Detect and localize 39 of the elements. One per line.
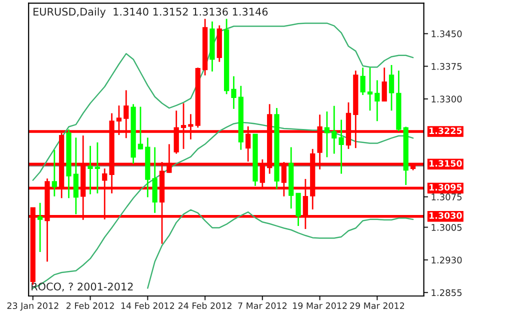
candlestick — [73, 136, 79, 215]
x-tick-label: 19 Mar 2012 — [293, 302, 347, 310]
y-tick-label: 1.2930 — [432, 256, 462, 264]
candlestick — [324, 110, 330, 158]
candlestick — [94, 142, 100, 194]
candlestick — [88, 145, 93, 195]
chart-title: EURUSD,Daily 1.3140 1.3152 1.3136 1.3146 — [34, 8, 268, 18]
candlestick — [52, 149, 57, 198]
y-tick-label: 1.3075 — [432, 194, 462, 200]
candlestick — [374, 80, 380, 122]
candlestick — [332, 105, 337, 154]
candlestick — [38, 202, 43, 253]
line-series — [147, 209, 414, 289]
y-tick-label: 1.3450 — [432, 30, 462, 38]
candlestick — [152, 146, 158, 214]
ref-line-label: 1.3030 — [430, 212, 462, 219]
candlestick — [231, 76, 236, 110]
candlestick — [382, 66, 387, 102]
ref-line-label: 1.3225 — [430, 127, 462, 134]
x-tick-label: 2 Feb 2012 — [66, 302, 114, 310]
y-tick-label: 1.2855 — [432, 289, 462, 296]
ref-line-label: 1.3150 — [430, 160, 462, 167]
annotation: ROCO, ? 2001-2012 — [32, 282, 133, 292]
candlestick — [338, 119, 344, 174]
line-series — [32, 22, 414, 181]
y-tick-label: 1.3005 — [432, 224, 462, 231]
x-tick-label: 24 Feb 2012 — [178, 302, 232, 310]
x-tick-label: 29 Mar 2012 — [350, 302, 404, 310]
candlestick — [388, 64, 394, 112]
x-tick-label: 7 Mar 2012 — [238, 302, 286, 310]
candlestick — [360, 66, 366, 96]
candlestick — [296, 192, 301, 227]
candlestick — [138, 106, 144, 150]
ref-line-label: 1.3095 — [430, 184, 462, 191]
x-tick-label: 14 Feb 2012 — [121, 302, 174, 310]
y-tick-label: 1.3375 — [432, 63, 462, 70]
candlestick — [367, 66, 373, 112]
x-tick-label: 23 Jan 2012 — [7, 302, 58, 311]
y-tick-label: 1.3300 — [432, 96, 462, 102]
